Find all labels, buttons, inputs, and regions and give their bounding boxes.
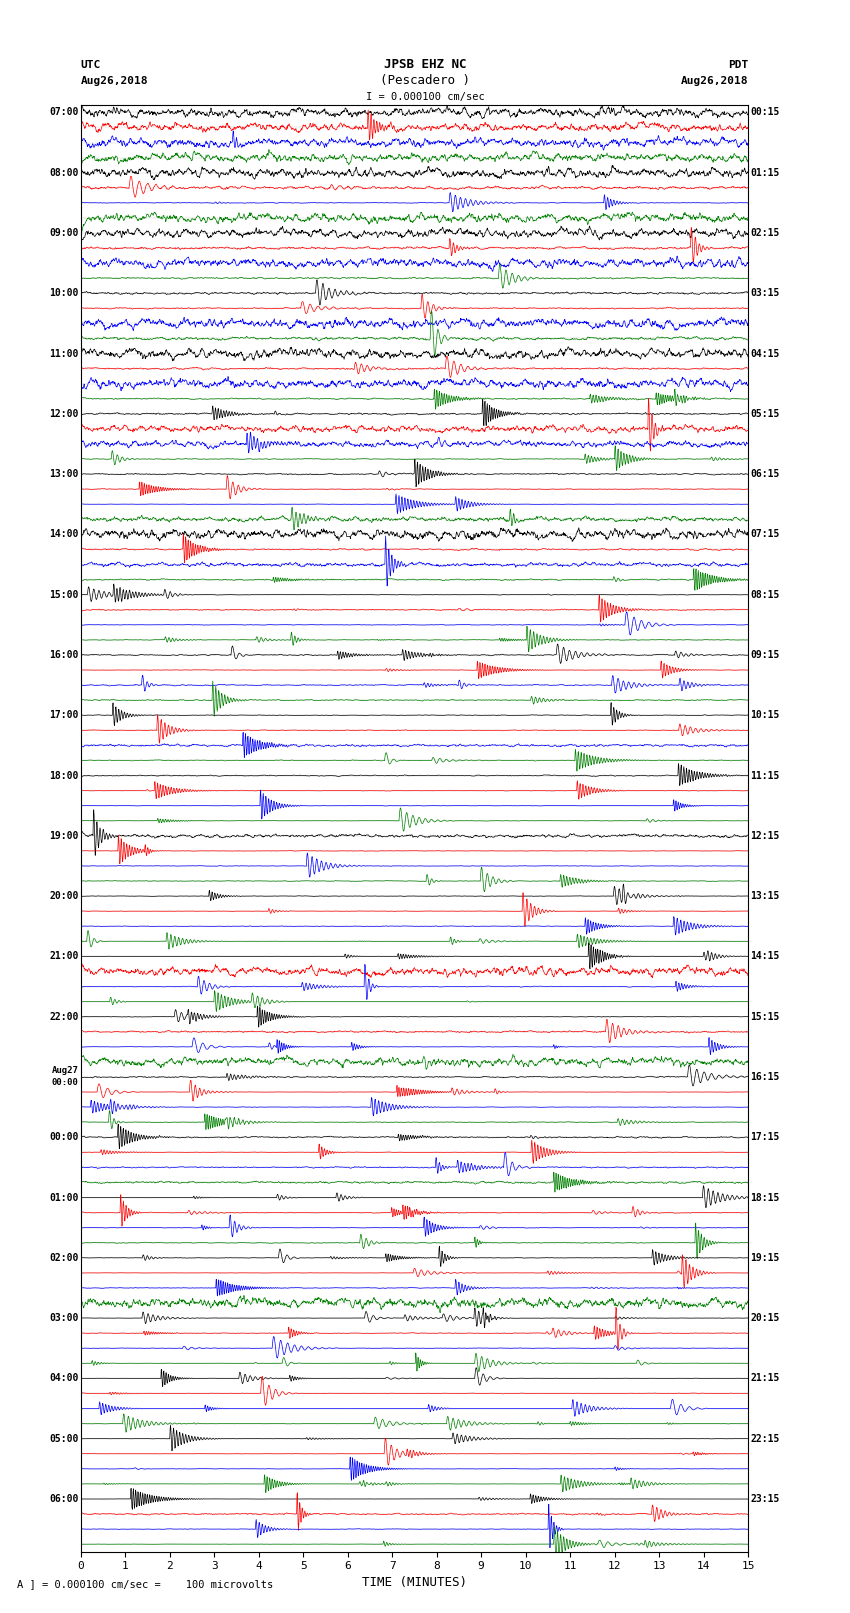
- Text: 13:00: 13:00: [49, 469, 79, 479]
- Text: A ] = 0.000100 cm/sec =    100 microvolts: A ] = 0.000100 cm/sec = 100 microvolts: [17, 1579, 273, 1589]
- Text: 19:00: 19:00: [49, 831, 79, 840]
- Text: 06:15: 06:15: [750, 469, 779, 479]
- Text: Aug27: Aug27: [52, 1066, 79, 1076]
- X-axis label: TIME (MINUTES): TIME (MINUTES): [362, 1576, 467, 1589]
- Text: Aug26,2018: Aug26,2018: [81, 76, 148, 85]
- Text: 08:15: 08:15: [750, 590, 779, 600]
- Text: 14:00: 14:00: [49, 529, 79, 539]
- Text: 18:00: 18:00: [49, 771, 79, 781]
- Text: 21:00: 21:00: [49, 952, 79, 961]
- Text: 05:15: 05:15: [750, 408, 779, 419]
- Text: 11:00: 11:00: [49, 348, 79, 358]
- Text: 07:15: 07:15: [750, 529, 779, 539]
- Text: PDT: PDT: [728, 60, 748, 69]
- Text: 00:00: 00:00: [49, 1132, 79, 1142]
- Text: (Pescadero ): (Pescadero ): [380, 74, 470, 87]
- Text: 04:15: 04:15: [750, 348, 779, 358]
- Text: 04:00: 04:00: [49, 1373, 79, 1384]
- Text: 01:00: 01:00: [49, 1192, 79, 1203]
- Text: 02:15: 02:15: [750, 227, 779, 239]
- Text: 00:00: 00:00: [52, 1079, 79, 1087]
- Text: 03:00: 03:00: [49, 1313, 79, 1323]
- Text: 09:00: 09:00: [49, 227, 79, 239]
- Text: 17:15: 17:15: [750, 1132, 779, 1142]
- Text: 18:15: 18:15: [750, 1192, 779, 1203]
- Text: Aug26,2018: Aug26,2018: [681, 76, 748, 85]
- Text: 22:00: 22:00: [49, 1011, 79, 1021]
- Text: 00:15: 00:15: [750, 108, 779, 118]
- Text: 07:00: 07:00: [49, 108, 79, 118]
- Text: 16:15: 16:15: [750, 1073, 779, 1082]
- Text: 22:15: 22:15: [750, 1434, 779, 1444]
- Text: 19:15: 19:15: [750, 1253, 779, 1263]
- Text: 08:00: 08:00: [49, 168, 79, 177]
- Text: 20:00: 20:00: [49, 890, 79, 902]
- Text: 20:15: 20:15: [750, 1313, 779, 1323]
- Text: 01:15: 01:15: [750, 168, 779, 177]
- Text: UTC: UTC: [81, 60, 101, 69]
- Text: 02:00: 02:00: [49, 1253, 79, 1263]
- Text: JPSB EHZ NC: JPSB EHZ NC: [383, 58, 467, 71]
- Text: 14:15: 14:15: [750, 952, 779, 961]
- Text: 05:00: 05:00: [49, 1434, 79, 1444]
- Text: 10:15: 10:15: [750, 710, 779, 721]
- Text: 21:15: 21:15: [750, 1373, 779, 1384]
- Text: 15:15: 15:15: [750, 1011, 779, 1021]
- Text: 13:15: 13:15: [750, 890, 779, 902]
- Text: 09:15: 09:15: [750, 650, 779, 660]
- Text: 06:00: 06:00: [49, 1494, 79, 1503]
- Text: 11:15: 11:15: [750, 771, 779, 781]
- Text: 15:00: 15:00: [49, 590, 79, 600]
- Text: 17:00: 17:00: [49, 710, 79, 721]
- Text: 23:15: 23:15: [750, 1494, 779, 1503]
- Text: 12:00: 12:00: [49, 408, 79, 419]
- Text: 10:00: 10:00: [49, 289, 79, 298]
- Text: 03:15: 03:15: [750, 289, 779, 298]
- Text: 16:00: 16:00: [49, 650, 79, 660]
- Text: 12:15: 12:15: [750, 831, 779, 840]
- Text: I = 0.000100 cm/sec: I = 0.000100 cm/sec: [366, 92, 484, 102]
